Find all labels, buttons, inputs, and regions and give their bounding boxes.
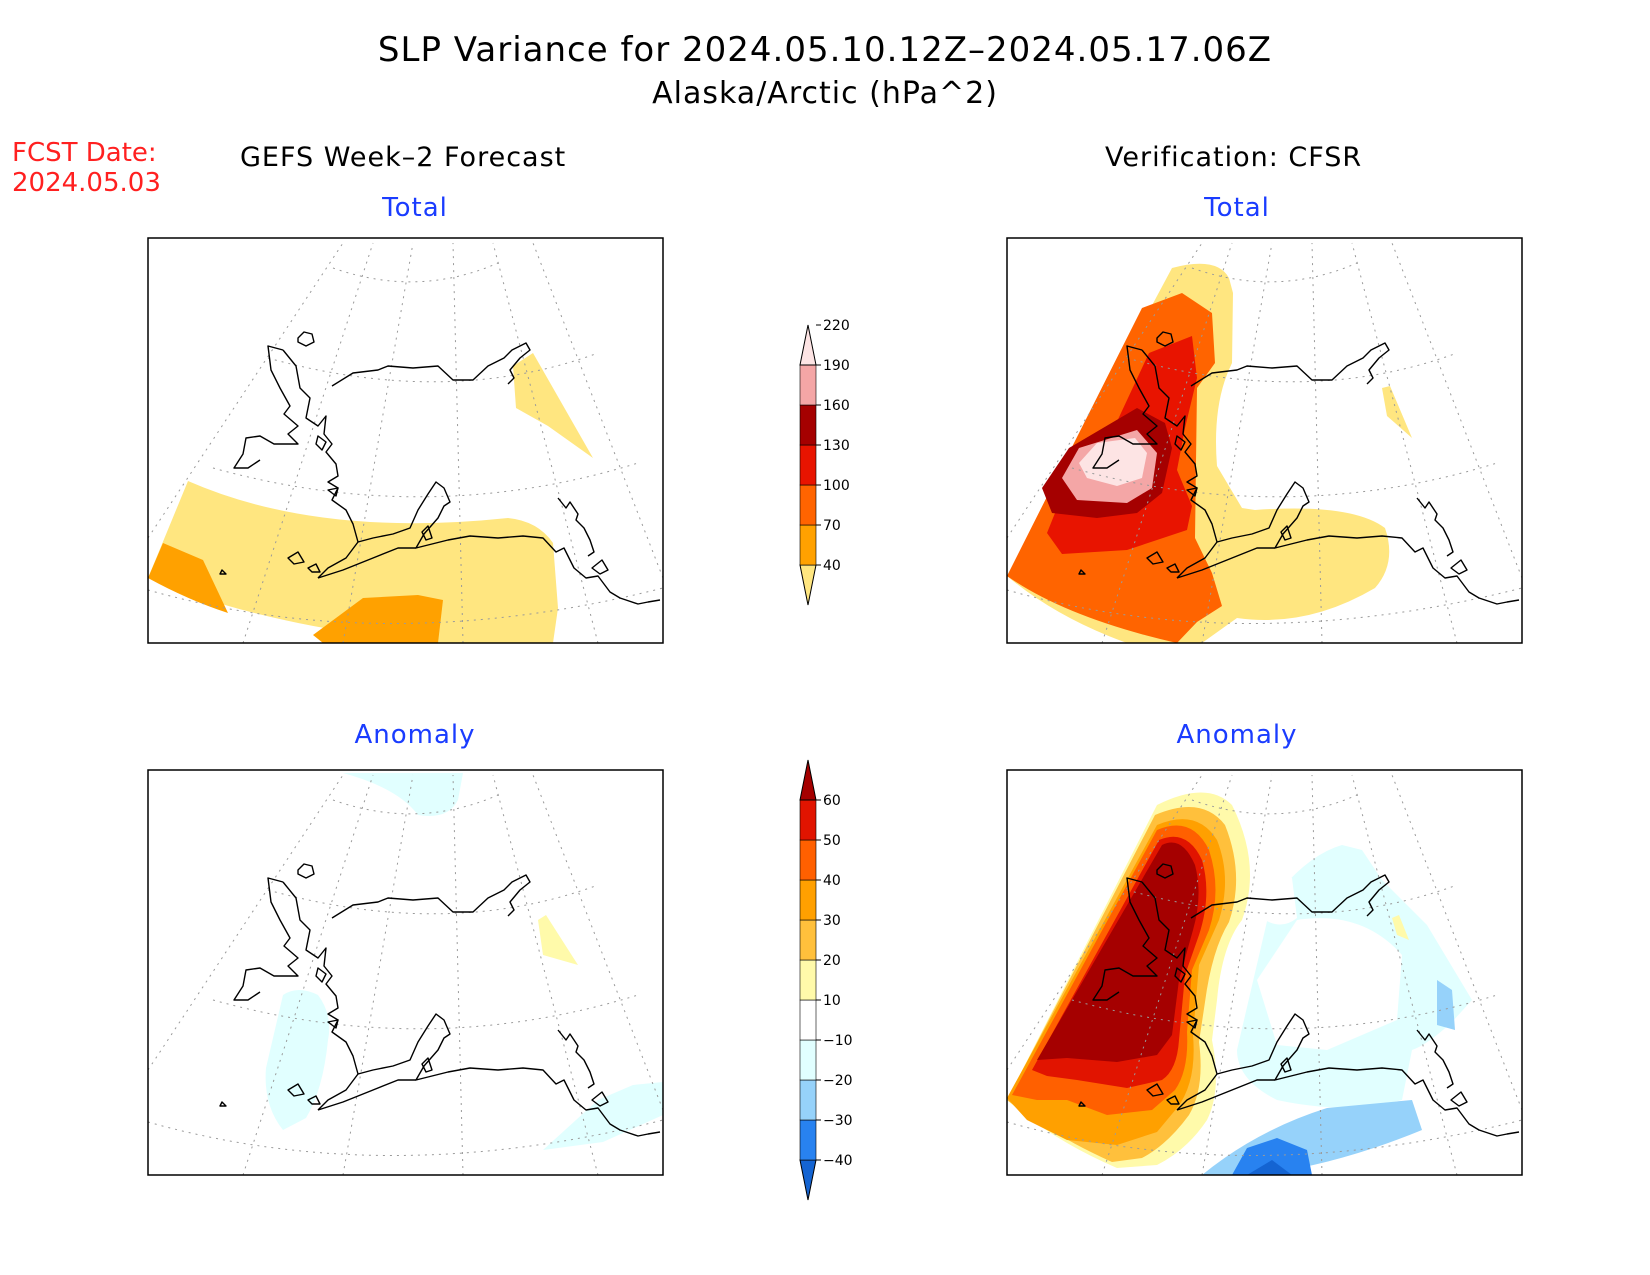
colorbar-total-top-triangle (799, 324, 817, 366)
colorbar-anomaly-swatch (799, 839, 817, 881)
colorbar-anomaly-tick-label: 50 (823, 833, 841, 849)
panel-title-anomaly-verification: Anomaly (1176, 720, 1298, 750)
colorbar-anomaly-swatch (799, 1079, 817, 1121)
map-total-forecast (147, 237, 664, 644)
panel-title-total-forecast: Total (382, 193, 448, 223)
colorbar-anomaly-swatch (799, 919, 817, 961)
colorbar-anomaly-tick-label: 40 (823, 873, 841, 889)
colorbar-total-swatch (799, 444, 817, 486)
colorbar-total-swatch (799, 404, 817, 446)
colorbar-anomaly-tick-label: 30 (823, 913, 841, 929)
colorbar-anomaly-tick-label: −10 (823, 1033, 853, 1049)
colorbar-anomaly-tick-label: −40 (823, 1153, 853, 1169)
right-column-heading: Verification: CFSR (1105, 142, 1363, 173)
colorbar-anomaly: −40 −30 −20 −10 10 20 30 40 50 60 (799, 759, 853, 1201)
colorbar-total-tick-label: 190 (823, 358, 850, 374)
colorbar-total-swatch (799, 524, 817, 566)
colorbar-anomaly-swatch (799, 959, 817, 1001)
colorbar-total-bottom-triangle (799, 564, 817, 606)
colorbar-anomaly-tick-label: 20 (823, 953, 841, 969)
panel-title-anomaly-forecast: Anomaly (354, 720, 476, 750)
panel-title-total-verification: Total (1204, 193, 1270, 223)
colorbar-anomaly-tick-label: 10 (823, 993, 841, 1009)
colorbar-total-swatch (799, 484, 817, 526)
colorbar-anomaly-tick-label: −20 (823, 1073, 853, 1089)
chart-title: SLP Variance for 2024.05.10.12Z–2024.05.… (377, 30, 1273, 70)
colorbar-anomaly-tick-label: −30 (823, 1113, 853, 1129)
colorbar-total-tick-label: 130 (823, 438, 850, 454)
colorbar-anomaly-swatch (799, 879, 817, 921)
colorbar-total-tick-label: 220 (823, 318, 850, 334)
map-total-verification (1006, 237, 1523, 644)
colorbar-anomaly-swatch (799, 1119, 817, 1161)
colorbar-anomaly-tick-label: 60 (823, 793, 841, 809)
colorbar-total: 40 70 100 130 160 190 220 (799, 318, 850, 606)
forecast-date-value: 2024.05.03 (12, 168, 161, 198)
colorbar-total-tick-label: 40 (823, 558, 841, 574)
colorbar-anomaly-top-triangle (799, 759, 817, 801)
map-anomaly-forecast (147, 769, 664, 1176)
colorbar-anomaly-swatch (799, 799, 817, 841)
left-column-heading: GEFS Week–2 Forecast (240, 142, 567, 173)
colorbar-total-tick-label: 70 (823, 518, 841, 534)
colorbar-total-tick-label: 160 (823, 398, 850, 414)
forecast-date-label: FCST Date: (12, 138, 157, 168)
map-anomaly-verification (1006, 769, 1523, 1176)
colorbar-total-tick-label: 100 (823, 478, 850, 494)
chart-subtitle: Alaska/Arctic (hPa^2) (652, 76, 998, 111)
colorbar-anomaly-swatch (799, 999, 817, 1041)
colorbar-anomaly-bottom-triangle (799, 1159, 817, 1201)
colorbar-anomaly-swatch (799, 1039, 817, 1081)
colorbar-total-swatch (799, 364, 817, 406)
